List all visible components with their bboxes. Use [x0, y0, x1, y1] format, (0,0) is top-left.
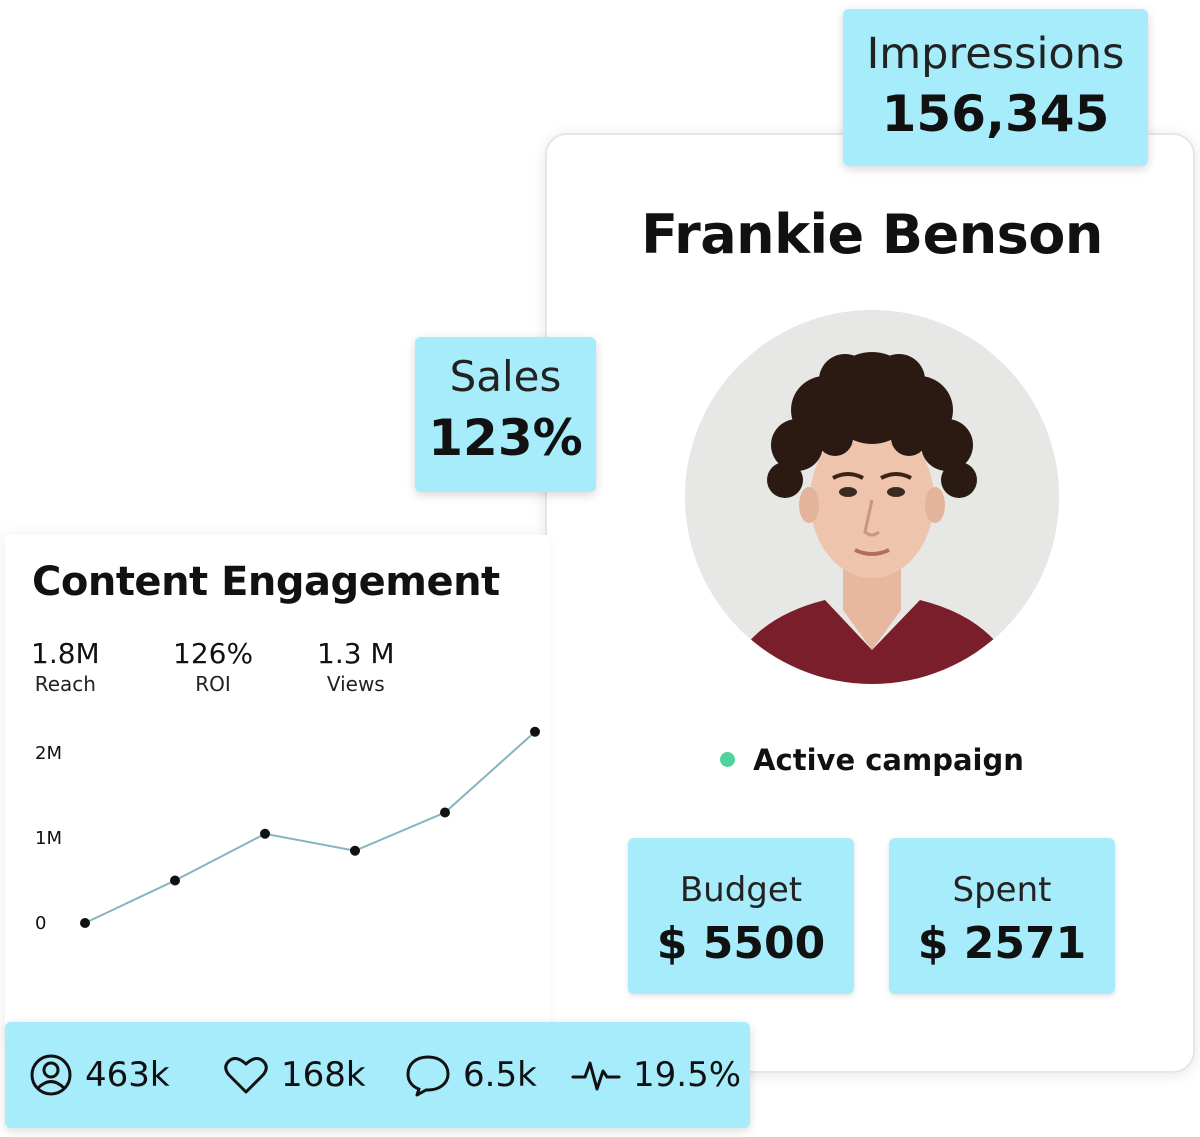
comment-icon: [406, 1055, 450, 1097]
comments-stat: 6.5k: [405, 1052, 537, 1098]
metric-views: 1.3 M Views: [317, 637, 395, 696]
sales-badge: Sales 123%: [415, 337, 596, 492]
metric-value: 1.8M: [31, 637, 100, 670]
avatar-image: [685, 310, 1059, 684]
pulse-icon: [571, 1061, 621, 1091]
y-tick-label: 0: [35, 913, 46, 934]
metric-label: Reach: [34, 672, 96, 696]
spent-card: Spent $ 2571: [889, 838, 1115, 994]
data-point: [350, 845, 360, 856]
profile-card: Frankie Benson: [545, 133, 1195, 1073]
engagement-rate-value: 19.5%: [633, 1055, 742, 1095]
user-circle-icon: [30, 1054, 72, 1096]
spent-value: $ 2571: [917, 918, 1087, 969]
followers-value: 463k: [85, 1055, 170, 1095]
metric-roi: 126% ROI: [173, 637, 253, 696]
engagement-line-chart: 0 1M 2M: [35, 726, 540, 934]
metric-reach: 1.8M Reach: [31, 637, 100, 696]
spent-label: Spent: [952, 870, 1052, 910]
content-engagement-card: Content Engagement 1.8M Reach 126% ROI 1…: [5, 535, 550, 1035]
avatar: [685, 310, 1059, 684]
campaign-status: Active campaign: [547, 743, 1197, 777]
y-tick-label: 1M: [35, 828, 62, 849]
metric-label: Views: [326, 672, 385, 696]
impressions-badge: Impressions 156,345: [843, 9, 1148, 166]
budget-card: Budget $ 5500: [628, 838, 854, 994]
likes-stat: 168k: [223, 1052, 366, 1098]
data-point: [530, 726, 540, 737]
metric-label: ROI: [195, 672, 231, 696]
budget-value: $ 5500: [656, 918, 826, 969]
social-stats-bar: 463k 168k 6.5k 19.5%: [5, 1022, 750, 1128]
followers-stat: 463k: [29, 1052, 170, 1098]
status-text: Active campaign: [753, 743, 1024, 777]
data-point: [260, 828, 270, 839]
impressions-value: 156,345: [881, 85, 1110, 143]
sales-label: Sales: [449, 352, 562, 401]
likes-value: 168k: [281, 1055, 366, 1095]
impressions-label: Impressions: [866, 29, 1125, 79]
engagement-title: Content Engagement: [32, 559, 500, 605]
sales-value: 123%: [428, 409, 583, 467]
budget-label: Budget: [679, 870, 803, 910]
data-point: [170, 875, 180, 886]
heart-icon: [224, 1057, 268, 1094]
data-point: [440, 807, 450, 818]
data-point: [80, 918, 90, 928]
comments-value: 6.5k: [463, 1055, 537, 1095]
status-dot-icon: [720, 751, 736, 767]
profile-name: Frankie Benson: [641, 203, 1103, 266]
engagement-rate-stat: 19.5%: [571, 1052, 741, 1098]
series-line: [84, 731, 536, 924]
y-tick-label: 2M: [35, 743, 62, 764]
metric-value: 126%: [173, 637, 254, 670]
metric-value: 1.3 M: [317, 637, 395, 670]
